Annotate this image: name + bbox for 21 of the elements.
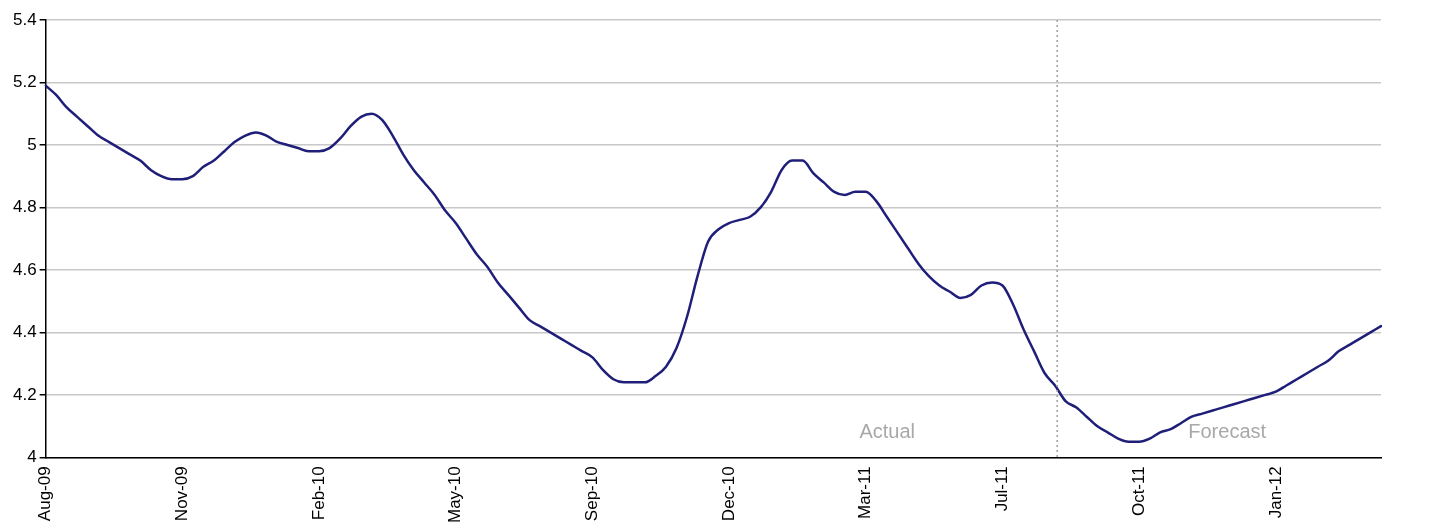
x-tick-label: Sep-10: [582, 466, 602, 522]
x-tick-label: Nov-09: [172, 466, 192, 522]
x-tick-label: Jul-11: [992, 466, 1012, 512]
y-tick-label: 4.6: [12, 259, 37, 279]
x-tick-label: Mar-11: [855, 466, 875, 519]
y-tick-label: 5.4: [12, 9, 37, 29]
annotation: Actual: [859, 419, 915, 442]
annotation: Forecast: [1188, 419, 1267, 442]
y-tick-label: 5.2: [12, 72, 37, 92]
y-tick-label: 5: [27, 134, 37, 154]
x-tick-label: Aug-09: [35, 466, 55, 522]
y-tick-label: 4: [27, 447, 37, 466]
y-tick-label: 4.4: [12, 322, 37, 342]
x-tick-label: Dec-10: [718, 466, 738, 522]
x-tick-label: Feb-10: [308, 466, 328, 521]
x-tick-label: Jan-12: [1265, 466, 1285, 519]
x-tick-label: Oct-11: [1128, 466, 1148, 517]
y-tick-label: 4.2: [12, 384, 37, 404]
y-tick-label: 4.8: [12, 197, 37, 217]
x-tick-label: May-10: [445, 466, 465, 523]
line-series: [44, 84, 1383, 443]
